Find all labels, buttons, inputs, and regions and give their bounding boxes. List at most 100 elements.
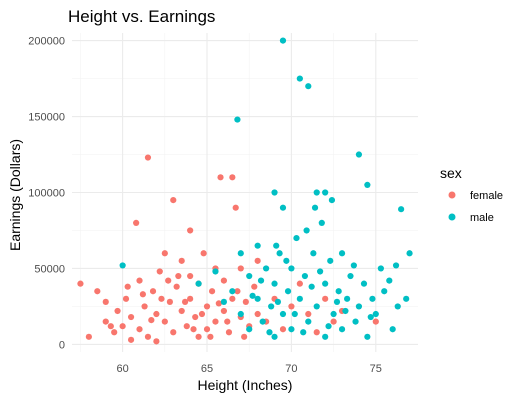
data-point-female [144,333,152,340]
data-point-male [279,204,287,211]
data-point-male [322,280,329,287]
data-point-female [111,329,118,336]
data-point-male [392,262,400,269]
y-tick-label: 50000 [34,263,65,275]
data-points [77,37,413,345]
y-tick-label: 100000 [28,188,65,200]
data-point-female [313,329,320,336]
data-point-female [102,318,109,325]
data-point-male [311,204,319,211]
data-point-male [305,83,312,90]
legend: sex female male [440,165,503,224]
data-point-female [161,250,168,257]
data-point-male [234,116,241,123]
x-tick-label: 75 [370,363,382,375]
data-point-female [102,298,109,305]
data-point-male [310,250,317,257]
data-point-female [114,307,121,315]
data-point-female [173,283,180,290]
data-point-female [178,307,185,315]
data-point-male [352,318,359,325]
data-point-female [187,227,194,234]
legend-label-male: male [470,212,494,224]
data-point-male [279,37,287,44]
data-point-female [170,196,177,204]
data-point-male [293,234,300,242]
data-point-female [148,317,155,324]
data-point-female [136,277,143,284]
data-point-male [364,181,371,189]
data-point-male [237,250,244,257]
data-point-male [288,265,295,272]
data-point-male [330,310,337,318]
legend-key-female [448,191,456,199]
x-axis-title: Height (Inches) [198,377,293,393]
data-point-male [381,288,388,295]
data-point-female [224,318,231,325]
data-point-female [237,265,244,272]
data-point-female [220,307,228,315]
data-point-male [398,206,405,213]
legend-key-male [448,213,456,221]
data-point-male [377,265,384,272]
data-point-female [166,298,173,305]
data-point-male [303,227,310,234]
data-point-male [246,272,253,280]
data-point-male [355,151,363,158]
data-point-female [229,174,236,181]
data-point-male [259,318,266,325]
data-point-female [144,154,152,161]
data-point-male [389,326,396,333]
data-point-male [313,189,320,196]
data-point-female [229,295,236,302]
y-axis-title: Earnings (Dollars) [7,139,23,251]
y-tick-label: 200000 [28,36,65,48]
data-point-female [254,310,261,318]
data-point-female [161,318,168,325]
data-point-male [254,295,261,302]
data-point-female [165,277,172,284]
data-point-male [257,277,265,284]
data-point-female [122,295,130,302]
data-point-male [305,318,312,325]
data-point-male [300,329,307,336]
data-point-male [325,323,332,330]
data-point-male [246,326,253,333]
data-point-female [153,338,160,345]
data-point-male [313,303,320,310]
data-point-male [195,280,202,287]
data-point-female [85,333,92,340]
data-point-female [220,277,228,284]
data-point-male [268,303,275,310]
data-point-male [360,280,368,287]
data-point-male [322,189,329,196]
data-point-male [274,298,282,305]
data-point-male [271,280,278,287]
data-point-female [288,303,295,310]
data-point-male [229,288,236,295]
data-point-male [279,310,287,318]
data-point-female [156,268,163,275]
data-point-female [195,333,202,340]
data-point-female [330,318,337,325]
data-point-female [187,295,194,302]
data-point-female [107,323,114,330]
data-point-male [347,272,354,280]
data-point-male [333,298,341,305]
data-point-male [394,303,401,310]
x-tick-label: 65 [201,363,213,375]
data-point-female [136,326,143,333]
data-point-male [344,295,351,302]
data-point-male [249,292,256,299]
data-point-female [242,298,249,305]
data-point-male [284,288,292,295]
data-point-female [296,280,303,287]
data-point-female [139,291,146,298]
data-point-female [133,219,140,226]
data-point-female [232,204,239,211]
data-point-female [200,250,207,257]
series-male [119,37,413,340]
data-point-male [273,242,280,249]
data-point-female [127,336,135,343]
data-point-female [94,288,101,295]
